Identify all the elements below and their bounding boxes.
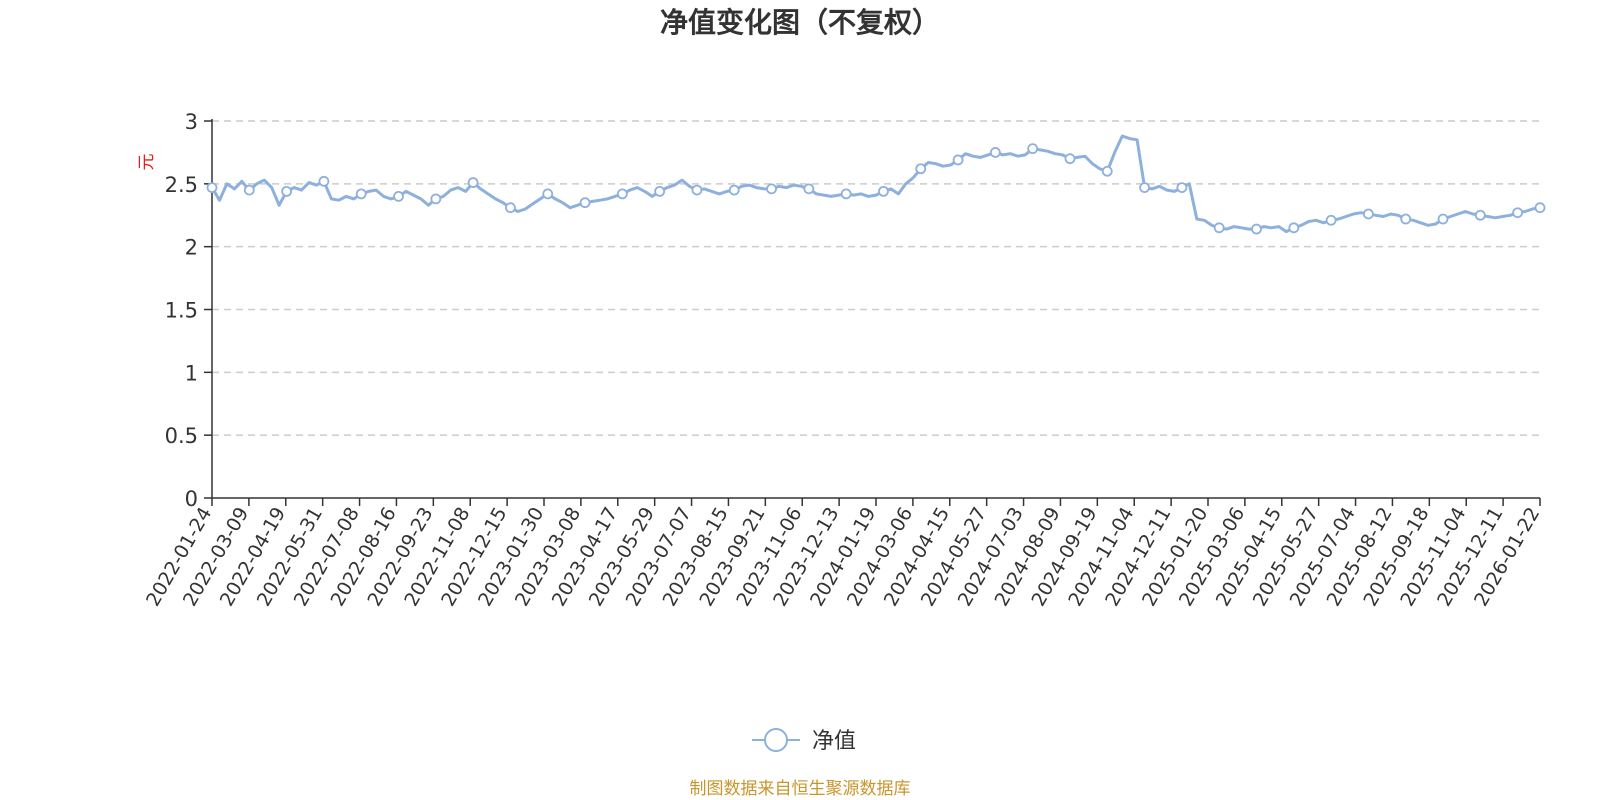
series-point-marker[interactable] — [1534, 202, 1546, 214]
series-point-marker[interactable] — [840, 188, 852, 200]
legend-marker-icon — [764, 728, 788, 752]
series-point-marker[interactable] — [878, 185, 889, 197]
series-point-marker[interactable] — [616, 188, 628, 200]
series-point-marker[interactable] — [915, 163, 927, 175]
series-point-marker[interactable] — [430, 193, 442, 205]
series-point-marker[interactable] — [318, 175, 330, 187]
series-point-marker[interactable] — [766, 183, 777, 195]
series-point-marker[interactable] — [206, 182, 218, 194]
series-point-marker[interactable] — [1101, 165, 1113, 177]
series-point-marker[interactable] — [1251, 223, 1262, 235]
series-point-marker[interactable] — [579, 197, 591, 209]
grid-lines — [212, 120, 1540, 436]
y-tick-labels: 0 0.5 1 1.5 2 2.5 3 — [165, 110, 198, 511]
series-point-marker[interactable] — [1213, 222, 1225, 234]
y-tick-label: 1 — [185, 361, 198, 385]
y-tick-label: 3 — [185, 110, 198, 134]
series-point-marker[interactable] — [1437, 213, 1449, 225]
series-point-marker[interactable] — [1176, 182, 1188, 194]
series-point-marker[interactable] — [728, 184, 740, 196]
series-point-marker[interactable] — [1139, 182, 1150, 194]
series-point-marker[interactable] — [1363, 208, 1374, 220]
series-point-marker[interactable] — [243, 184, 255, 196]
legend-label: 净值 — [812, 729, 856, 754]
axes — [204, 119, 1541, 506]
series-point-marker[interactable] — [654, 185, 666, 197]
series-point-marker[interactable] — [1027, 143, 1039, 155]
y-axis-unit-label: 元 — [137, 154, 157, 171]
y-tick-label: 1.5 — [165, 299, 198, 323]
series-point-marker[interactable] — [1512, 207, 1524, 219]
series-point-marker[interactable] — [281, 185, 293, 197]
y-tick-label: 0.5 — [165, 424, 198, 448]
legend[interactable]: 净值 — [752, 728, 856, 754]
series-point-marker[interactable] — [355, 188, 367, 200]
series-point-marker[interactable] — [691, 184, 703, 196]
series-point-marker[interactable] — [1064, 153, 1076, 165]
series-point-marker[interactable] — [989, 147, 1001, 158]
series-layer — [206, 134, 1546, 235]
series-point-marker[interactable] — [952, 154, 964, 166]
x-tick-labels: 2022-01-242022-03-092022-04-192022-05-31… — [142, 503, 1544, 610]
series-point-marker[interactable] — [1474, 209, 1486, 221]
series-point-marker[interactable] — [1325, 214, 1337, 226]
series-point-marker[interactable] — [393, 190, 404, 202]
series-point-marker[interactable] — [1288, 222, 1300, 234]
source-attribution: 制图数据来自恒生聚源数据库 — [690, 779, 911, 799]
series-point-marker[interactable] — [1400, 213, 1412, 225]
series-point-marker[interactable] — [803, 183, 815, 195]
series-point-marker[interactable] — [467, 177, 479, 188]
y-tick-label: 2.5 — [165, 173, 198, 197]
y-tick-label: 0 — [185, 487, 198, 511]
chart-title: 净值变化图（不复权） — [660, 6, 940, 39]
series-point-marker[interactable] — [505, 202, 516, 214]
y-tick-label: 2 — [185, 236, 198, 260]
series-point-marker[interactable] — [542, 188, 554, 200]
